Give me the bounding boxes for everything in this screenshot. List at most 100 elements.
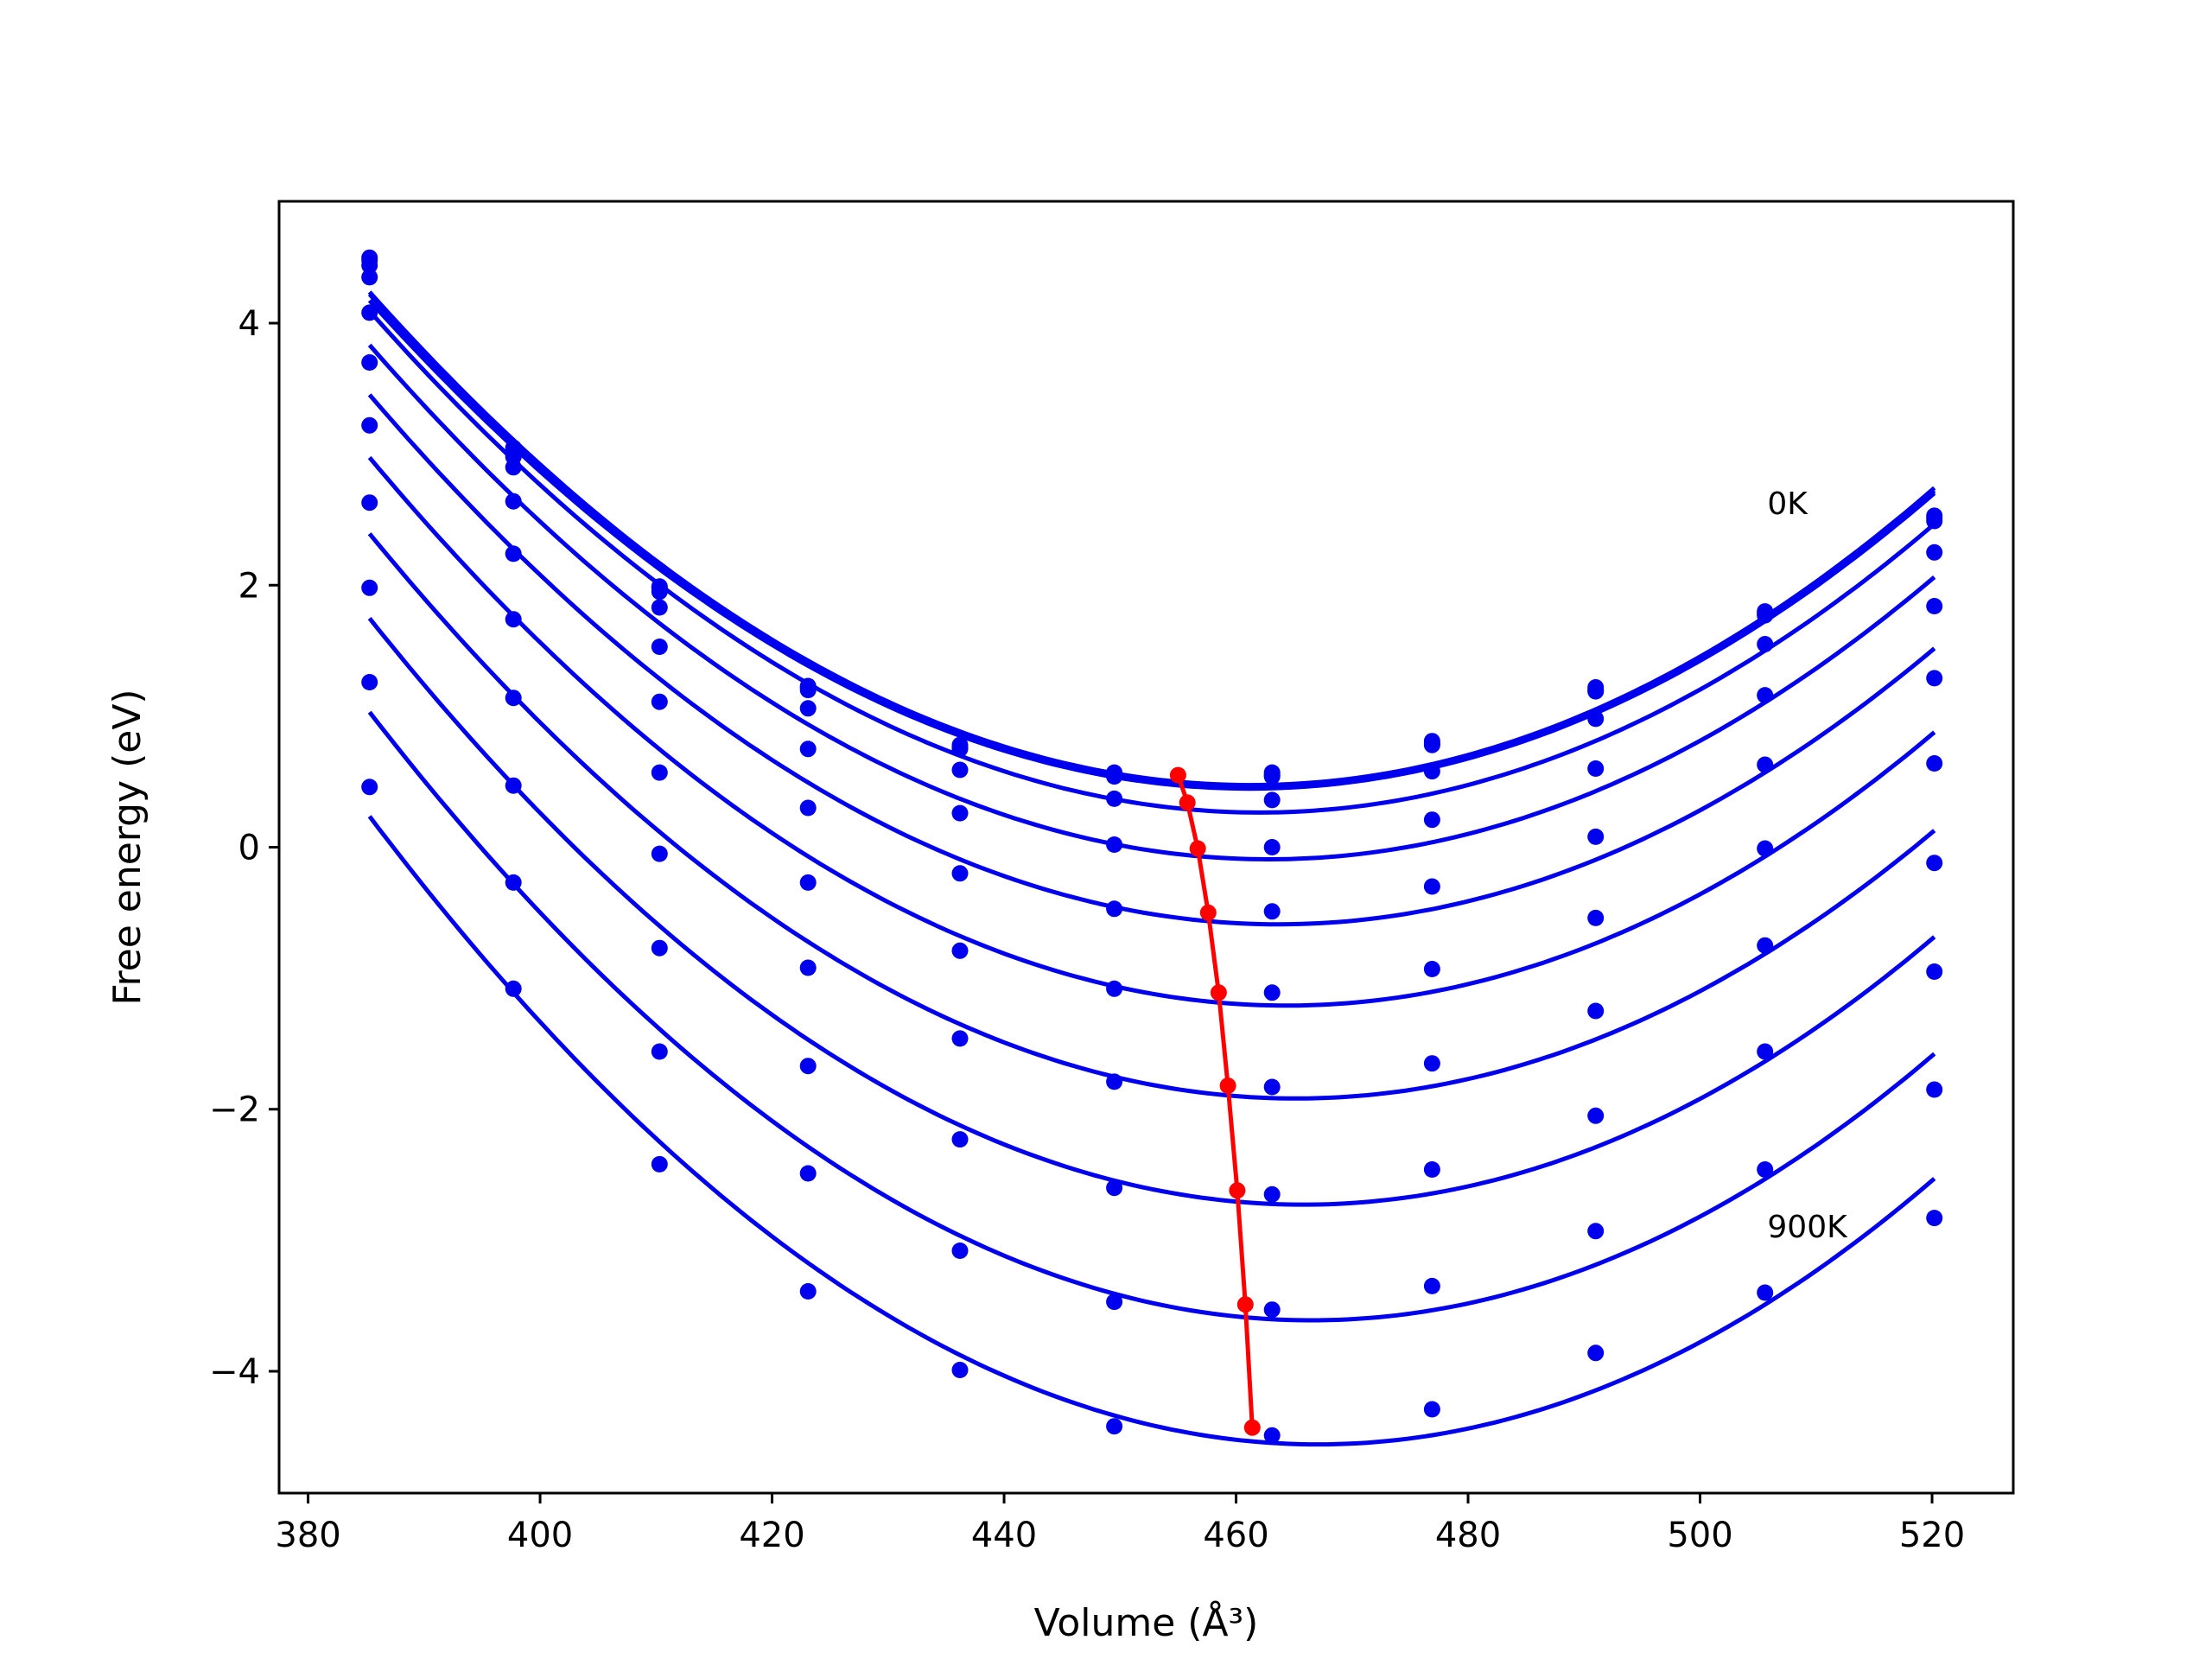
data-point: [1423, 763, 1440, 780]
data-point: [1263, 984, 1281, 1001]
data-point: [505, 493, 522, 510]
fit-curve-7: [367, 532, 1936, 1101]
data-point: [1423, 1161, 1440, 1178]
data-point: [1587, 760, 1605, 777]
x-tick-label: 500: [1667, 1516, 1732, 1555]
data-point: [651, 1043, 668, 1060]
data-point: [951, 741, 969, 758]
data-point: [1757, 937, 1774, 954]
fit-curve-5: [367, 393, 1936, 927]
x-axis-label: Volume (Å³): [1034, 1599, 1259, 1645]
data-point: [1757, 840, 1774, 857]
data-point: [1926, 543, 1943, 561]
annotations: 0K 900K: [1767, 486, 1848, 1245]
data-point: [651, 599, 668, 616]
data-point: [505, 980, 522, 997]
equilibrium-point: [1179, 794, 1196, 811]
data-point: [1587, 1223, 1605, 1240]
equilibrium-line: [1169, 766, 1261, 1436]
data-point: [361, 257, 378, 274]
data-point: [1423, 1277, 1440, 1294]
data-point: [361, 354, 378, 371]
data-point: [799, 1283, 817, 1300]
data-point: [1106, 980, 1123, 997]
data-point: [1757, 1043, 1774, 1060]
fit-curve-8: [367, 617, 1936, 1207]
data-point: [1757, 1284, 1774, 1301]
data-point: [799, 874, 817, 891]
data-point: [651, 639, 668, 655]
data-point: [1106, 900, 1123, 918]
data-point: [1106, 790, 1123, 807]
data-point: [505, 459, 522, 476]
equilibrium-point: [1210, 984, 1227, 1001]
data-point: [505, 611, 522, 628]
data-point: [951, 865, 969, 882]
data-point: [1926, 963, 1943, 980]
data-point: [1106, 1294, 1123, 1311]
data-point: [1106, 1073, 1123, 1090]
data-point: [799, 959, 817, 976]
data-point: [651, 583, 668, 601]
data-point: [361, 416, 378, 434]
y-axis-ticks: −4 −2 0 2 4: [209, 304, 279, 1392]
data-point: [1423, 961, 1440, 977]
data-point: [1926, 755, 1943, 772]
fit-curve-10: [367, 815, 1936, 1447]
data-point: [951, 1030, 969, 1047]
y-tick-label: 2: [238, 566, 260, 606]
data-point: [361, 494, 378, 512]
data-point: [1587, 909, 1605, 926]
data-point: [1587, 683, 1605, 700]
equilibrium-point: [1199, 904, 1217, 921]
fit-curve-3: [367, 309, 1936, 815]
fit-curve-9: [367, 710, 1936, 1323]
data-point: [361, 779, 378, 796]
data-point: [651, 939, 668, 957]
data-point: [1263, 1078, 1281, 1096]
data-point: [1423, 1401, 1440, 1418]
data-point: [1263, 1301, 1281, 1319]
x-tick-label: 480: [1435, 1516, 1501, 1555]
data-point: [1423, 811, 1440, 829]
equilibrium-curve: [1176, 774, 1255, 1428]
annotation-label-1: 900K: [1767, 1210, 1848, 1245]
data-point: [1926, 855, 1943, 872]
x-axis-ticks: 380 400 420 440 460 480 500 520: [275, 1493, 1965, 1555]
annotation-label-0: 0K: [1767, 486, 1808, 522]
data-point: [361, 269, 378, 286]
data-point: [651, 845, 668, 862]
data-point: [799, 682, 817, 699]
data-point: [1926, 670, 1943, 687]
data-point: [361, 579, 378, 596]
equilibrium-point: [1243, 1419, 1261, 1436]
data-point: [799, 741, 817, 758]
data-point: [1106, 836, 1123, 853]
y-tick-label: 0: [238, 829, 260, 868]
equilibrium-point: [1169, 766, 1186, 784]
data-point: [1263, 903, 1281, 920]
plot-frame: [277, 200, 2015, 1495]
data-point: [1926, 512, 1943, 530]
data-point: [1587, 1344, 1605, 1362]
data-point: [1587, 1107, 1605, 1124]
data-point: [1263, 768, 1281, 785]
data-point: [1423, 736, 1440, 753]
data-point: [1263, 791, 1281, 809]
equilibrium-point: [1236, 1296, 1254, 1313]
data-point: [1757, 607, 1774, 624]
data-point: [951, 942, 969, 959]
data-point: [1926, 1210, 1943, 1227]
data-point: [1106, 1179, 1123, 1197]
data-point: [1423, 878, 1440, 895]
data-point: [951, 1131, 969, 1148]
x-tick-label: 400: [507, 1516, 573, 1555]
data-point: [1926, 1081, 1943, 1098]
data-point: [799, 700, 817, 717]
data-point: [1587, 828, 1605, 845]
data-point: [951, 761, 969, 779]
data-point: [1926, 598, 1943, 614]
fit-curve-4: [367, 343, 1936, 862]
x-tick-label: 460: [1203, 1516, 1268, 1555]
